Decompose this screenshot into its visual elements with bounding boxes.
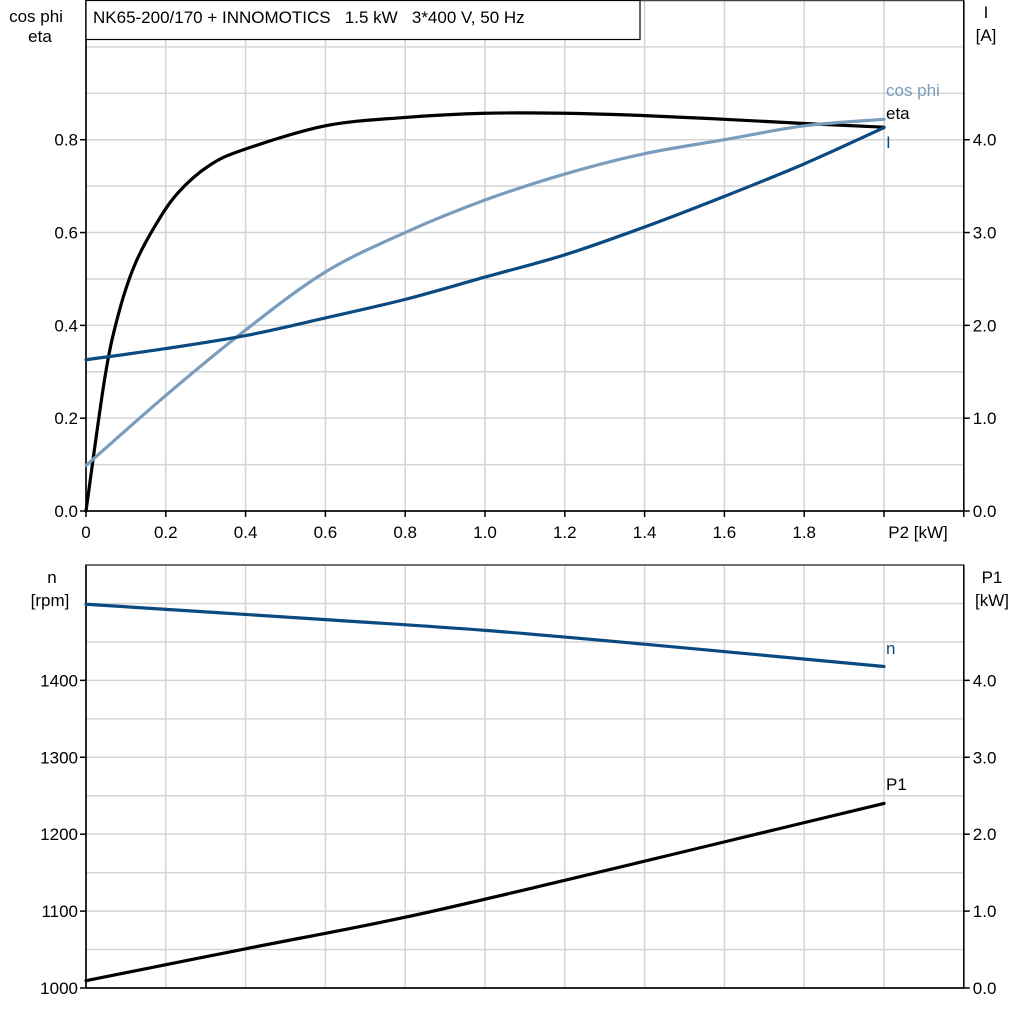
y-tick-label-left: 0.0 (54, 502, 78, 521)
x-tick-label: 0.6 (314, 523, 338, 542)
series-line-I (84, 126, 886, 362)
x-tick-label: 1.0 (473, 523, 497, 542)
ylabel-left-n: n (47, 568, 56, 587)
y-tick-label-right: 0.0 (973, 502, 997, 521)
label-p1: P1 (886, 775, 907, 794)
series-line-P1 (84, 801, 886, 983)
x-tick-label: 0.2 (154, 523, 178, 542)
y-tick-label-left: 1300 (40, 748, 78, 767)
y-tick-label-left: 0.2 (54, 409, 78, 428)
x-tick-label: 0.4 (234, 523, 258, 542)
y-tick-label-left: 1400 (40, 671, 78, 690)
ylabel-right-i: I (984, 3, 989, 22)
chart-title: NK65-200/170 + INNOMOTICS 1.5 kW 3*400 V… (93, 8, 525, 27)
label-cosphi: cos phi (886, 81, 940, 100)
y-tick-label-left: 0.4 (54, 316, 78, 335)
y-tick-label-right: 4.0 (973, 671, 997, 690)
series-line-n (84, 602, 886, 669)
ylabel-left-cosphi: cos phi (9, 7, 63, 26)
ylabel-right-kw: [kW] (975, 591, 1009, 610)
label-eta: eta (886, 104, 910, 123)
title-box (85, 0, 641, 41)
ylabel-left-rpm: [rpm] (31, 591, 70, 610)
y-tick-label-right: 1.0 (973, 409, 997, 428)
plot-frame (85, 0, 965, 512)
y-tick-label-left: 1000 (40, 979, 78, 998)
y-tick-label-left: 0.8 (54, 131, 78, 150)
x-tick-label: 0 (81, 523, 90, 542)
label-n: n (886, 639, 895, 658)
x-tick-label: 1.8 (792, 523, 816, 542)
y-tick-label-left: 0.6 (54, 224, 78, 243)
y-tick-label-right: 2.0 (973, 316, 997, 335)
y-tick-label-right: 1.0 (973, 902, 997, 921)
label-i: I (886, 133, 891, 152)
series-line-cos-phi (84, 117, 886, 468)
y-tick-label-left: 1200 (40, 825, 78, 844)
y-tick-label-right: 0.0 (973, 979, 997, 998)
series-line-eta (84, 111, 886, 513)
x-tick-label: 1.6 (713, 523, 737, 542)
y-tick-label-right: 4.0 (973, 131, 997, 150)
y-tick-label-right: 3.0 (973, 748, 997, 767)
ylabel-left-eta: eta (28, 27, 52, 46)
y-tick-label-right: 3.0 (973, 224, 997, 243)
x-tick-label: 1.4 (633, 523, 657, 542)
x-tick-label: 1.2 (553, 523, 577, 542)
xlabel: P2 [kW] (888, 523, 948, 542)
y-tick-label-right: 2.0 (973, 825, 997, 844)
ylabel-right-p1: P1 (982, 568, 1003, 587)
ylabel-right-unit: [A] (976, 26, 997, 45)
x-tick-label: 0.8 (393, 523, 417, 542)
y-tick-label-left: 1100 (41, 902, 78, 921)
plot-frame (85, 564, 965, 989)
